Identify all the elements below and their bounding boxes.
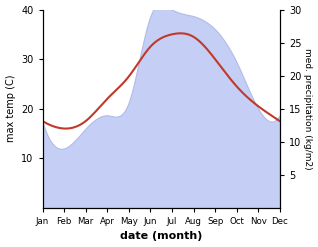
X-axis label: date (month): date (month)	[120, 231, 202, 242]
Y-axis label: med. precipitation (kg/m2): med. precipitation (kg/m2)	[303, 48, 313, 169]
Y-axis label: max temp (C): max temp (C)	[5, 75, 16, 143]
